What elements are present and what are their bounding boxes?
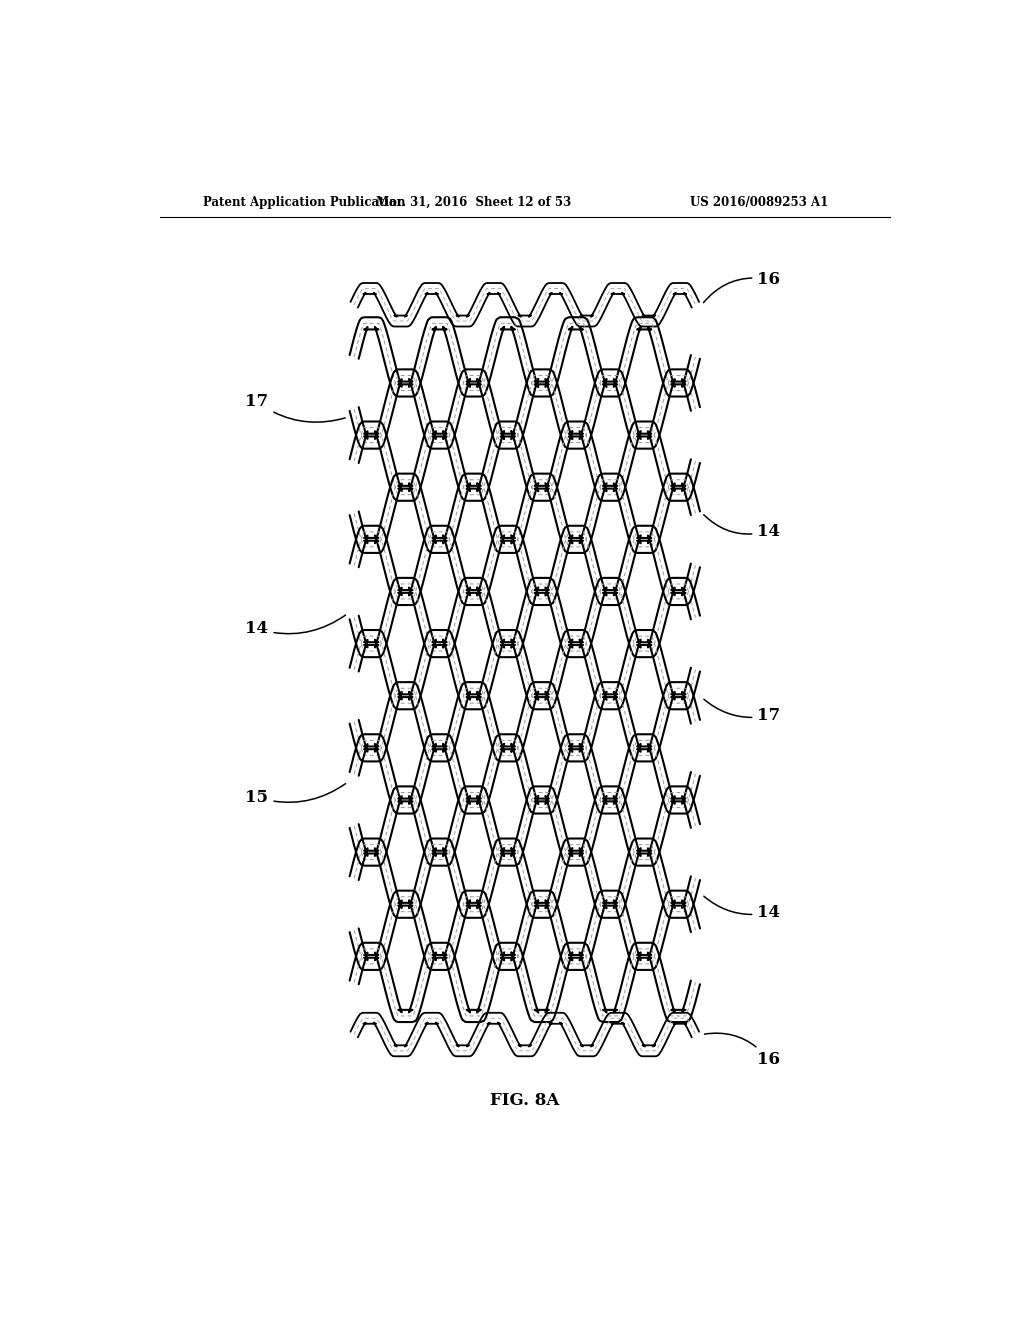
Text: 14: 14 (703, 515, 780, 540)
Text: 17: 17 (246, 393, 345, 422)
Text: Mar. 31, 2016  Sheet 12 of 53: Mar. 31, 2016 Sheet 12 of 53 (376, 195, 570, 209)
Text: 17: 17 (703, 700, 780, 725)
Text: US 2016/0089253 A1: US 2016/0089253 A1 (690, 195, 828, 209)
Text: 14: 14 (246, 615, 345, 638)
Text: 14: 14 (703, 896, 780, 921)
Text: Patent Application Publication: Patent Application Publication (204, 195, 406, 209)
Text: 16: 16 (703, 271, 780, 302)
Text: 16: 16 (705, 1034, 780, 1068)
Text: 15: 15 (246, 784, 345, 805)
Text: FIG. 8A: FIG. 8A (490, 1092, 559, 1109)
